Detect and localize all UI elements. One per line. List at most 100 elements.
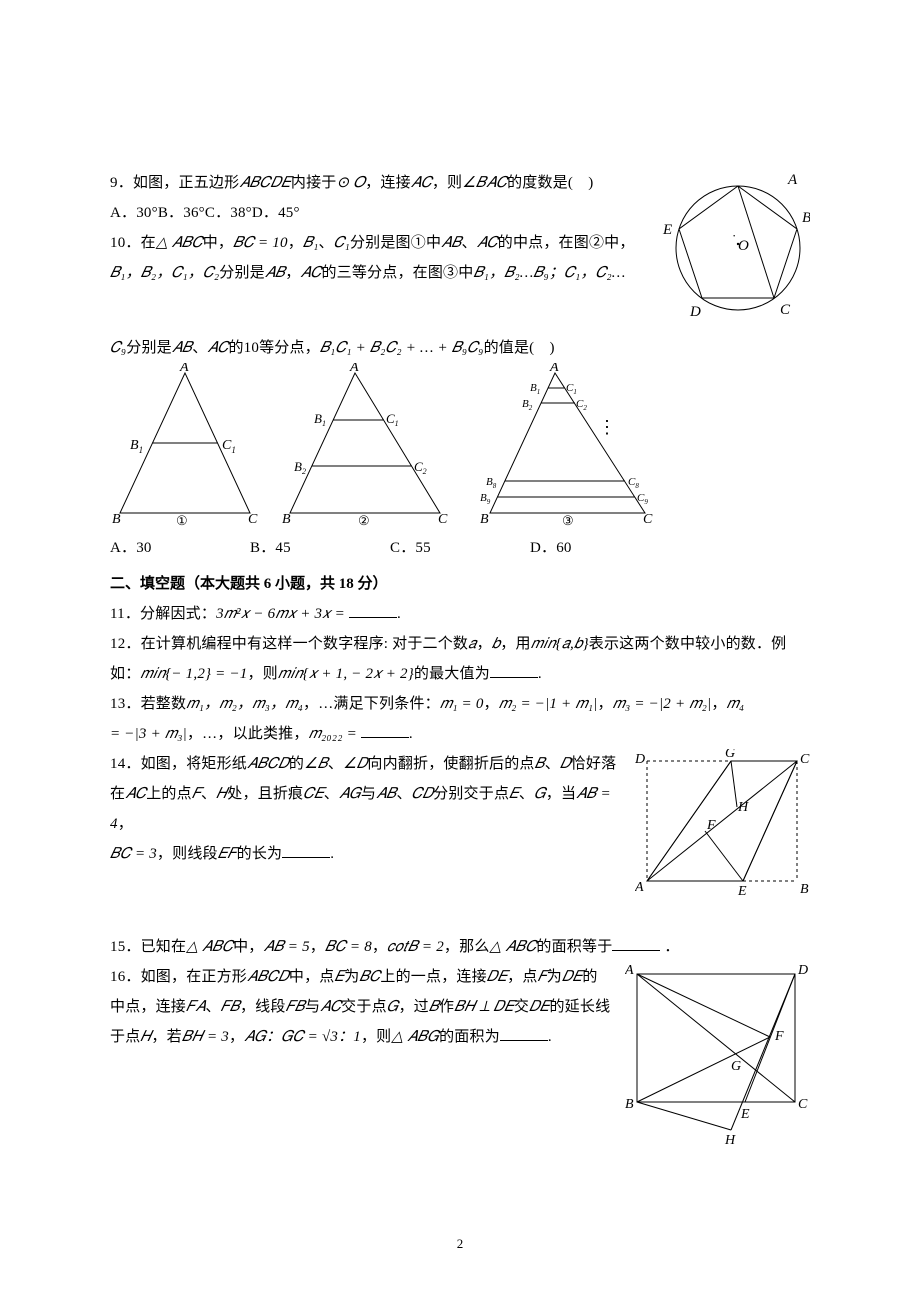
t: . [538, 666, 542, 682]
t: 𝑚𝑖𝑛{− 1,2} = −1 [140, 666, 247, 682]
t: 𝐷 [560, 756, 571, 772]
svg-text:B1: B1 [130, 438, 143, 455]
triangles-svg: A B C B1 C1 ① A B C B1 C1 B2 C2 ② [110, 363, 670, 533]
t: D． [252, 205, 278, 221]
svg-text:C1: C1 [386, 411, 399, 428]
t: 36° [183, 205, 205, 221]
svg-text:A: A [349, 363, 359, 375]
t: 60 [556, 540, 571, 556]
t: 𝑚₂₀₂₂ = [309, 726, 357, 742]
t: ，若 [151, 1029, 181, 1045]
t: 𝐴𝐶 [300, 265, 321, 281]
t: 与 [361, 786, 376, 802]
t: . [397, 606, 401, 622]
t: 𝐴𝐶 [125, 786, 146, 802]
t: 14． [110, 756, 141, 772]
t: 38° [230, 205, 252, 221]
t: ，用 [500, 636, 530, 652]
svg-text:D: D [797, 963, 808, 978]
t: ，当 [546, 786, 576, 802]
svg-text:E: E [662, 222, 672, 238]
t: 𝐹 [538, 969, 547, 985]
svg-text:⋮: ⋮ [598, 417, 616, 437]
t: 内接于 [291, 175, 337, 191]
q12-line1: 12．在计算机编程中有这样一个数字程序: 对于二个数𝑎，𝑏，用𝑚𝑖𝑛{𝑎,𝑏}表… [110, 629, 810, 659]
t: 恰好落 [571, 756, 617, 772]
svg-text:C1: C1 [566, 382, 577, 396]
t: 𝐺 [387, 999, 399, 1015]
t: 𝐴𝐵 [265, 265, 285, 281]
t: C． [205, 205, 230, 221]
svg-text:B: B [802, 210, 810, 226]
t: ∠𝐵𝐴𝐶 [462, 175, 507, 191]
t: 𝑚₄ [727, 696, 745, 712]
t: 𝐵𝐶 [359, 969, 380, 985]
t: 在计算机编程中有这样一个数字程序: 对于二个数 [141, 636, 469, 652]
t: 𝑎 [468, 636, 476, 652]
t: △ 𝐴𝐵𝐶 [186, 939, 233, 955]
t: ， [597, 696, 612, 712]
blank [361, 724, 409, 739]
blank [282, 844, 330, 859]
t: ， [372, 939, 387, 955]
t: 𝐶₁ [334, 235, 350, 251]
q14-text: 14．如图，将矩形纸𝐴𝐵𝐶𝐷的∠𝐵、∠𝐷向内翻折，使翻折后的点𝐵、𝐷恰好落 在𝐴… [110, 749, 627, 869]
t: 𝐴𝐵𝐶𝐷 [247, 756, 289, 772]
svg-text:B9: B9 [480, 492, 491, 506]
t: 如图，将矩形纸 [141, 756, 247, 772]
t: ， [118, 816, 133, 832]
t: ， [484, 696, 499, 712]
q13-line1: 13．若整数𝑚₁，𝑚₂，𝑚₃，𝑚₄，…满足下列条件：𝑚₁ = 0，𝑚₂ = −|… [110, 689, 810, 719]
t: 的面积为 [439, 1029, 500, 1045]
q9-row: 9．如图，正五边形𝐴𝐵𝐶𝐷𝐸内接于⊙ 𝑂，连接𝐴𝐶，则∠𝐵𝐴𝐶的度数是( ) A… [110, 168, 810, 333]
fig-rect-fold: D G C A E B F H [635, 749, 810, 904]
t: 𝐵₁，𝐵₂，𝐶₁，𝐶₂ [110, 265, 219, 281]
t: 13． [110, 696, 141, 712]
t: A． [110, 205, 136, 221]
t: 30° [136, 205, 158, 221]
t: ，过 [398, 999, 428, 1015]
q15: 15．已知在△ 𝐴𝐵𝐶中，𝐴𝐵 = 5，𝐵𝐶 = 8，𝑐𝑜𝑡𝐵 = 2，那么△ … [110, 932, 810, 962]
t: △ 𝐴𝐵𝐺 [391, 1029, 439, 1045]
svg-text:H: H [737, 800, 749, 815]
t: . [409, 726, 413, 742]
q10-options: A．30 B．45 C．55 D．60 [110, 533, 810, 563]
t: ，则 [432, 175, 462, 191]
t: 交于点 [341, 999, 387, 1015]
t: ， [285, 265, 300, 281]
t: 的 [582, 969, 597, 985]
t: 𝑚₁ = 0 [440, 696, 484, 712]
t: ∠𝐵 [304, 756, 328, 772]
t: ， [288, 235, 303, 251]
blank [349, 604, 397, 619]
t: ， [711, 696, 726, 712]
svg-text:C9: C9 [637, 492, 648, 506]
t: 11． [110, 606, 140, 622]
t: 若整数 [141, 696, 187, 712]
t: 中， [233, 939, 263, 955]
q14-line1: 14．如图，将矩形纸𝐴𝐵𝐶𝐷的∠𝐵、∠𝐷向内翻折，使翻折后的点𝐵、𝐷恰好落 [110, 749, 627, 779]
t: 𝐶𝐸 [303, 786, 324, 802]
svg-text:C: C [780, 302, 791, 318]
t: 𝑚₂ = −|1 + 𝑚₁| [499, 696, 598, 712]
t: ，点 [507, 969, 537, 985]
t: 𝐷𝐸 [529, 999, 549, 1015]
t: 𝐵𝐻 = 3 [182, 1029, 229, 1045]
t: 中，点 [289, 969, 335, 985]
t: 分别是 [219, 265, 265, 281]
page: 9．如图，正五边形𝐴𝐵𝐶𝐷𝐸内接于⊙ 𝑂，连接𝐴𝐶，则∠𝐵𝐴𝐶的度数是( ) A… [0, 0, 920, 1302]
t: . [548, 1029, 552, 1045]
q10-line1: 10．在△ 𝐴𝐵𝐶中，𝐵𝐶 = 10，𝐵₁、𝐶₁分别是图①中𝐴𝐵、𝐴𝐶的中点，在… [110, 228, 652, 258]
t: 10． [110, 235, 141, 251]
t: ，则 [247, 666, 277, 682]
t: ，…，以此类推， [187, 726, 309, 742]
t: 上的点 [146, 786, 192, 802]
t: A． [110, 540, 136, 556]
svg-text:②: ② [358, 513, 370, 528]
t: ，…满足下列条件： [303, 696, 440, 712]
svg-text:E: E [740, 1107, 750, 1122]
t: 作 [439, 999, 454, 1015]
t: 𝑚𝑖𝑛{𝑥 + 1, − 2𝑥 + 2} [278, 666, 414, 682]
t: 交 [514, 999, 529, 1015]
fig-pentagon: A B C D E O · [660, 168, 810, 333]
